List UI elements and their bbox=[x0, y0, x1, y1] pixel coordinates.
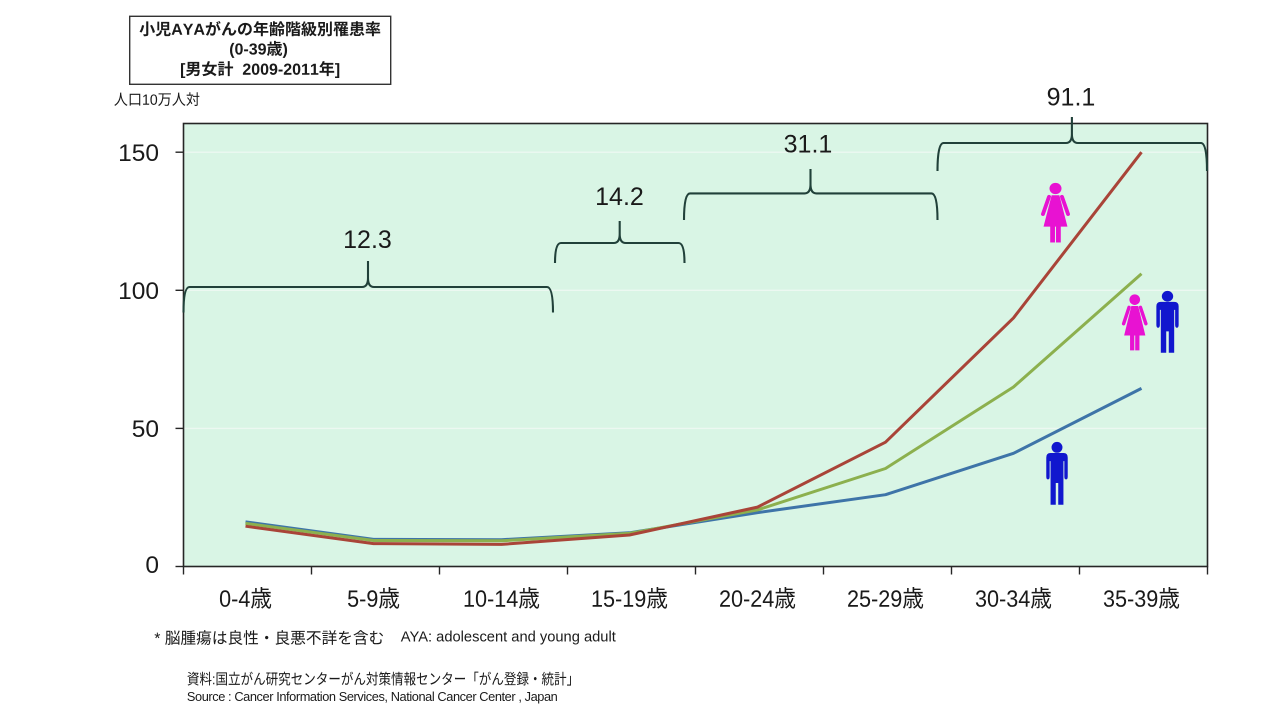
svg-text:50: 50 bbox=[132, 416, 159, 443]
svg-text:91.1: 91.1 bbox=[1047, 84, 1096, 112]
svg-text:150: 150 bbox=[118, 140, 159, 167]
svg-text:12.3: 12.3 bbox=[343, 226, 392, 254]
svg-text:AYA: adolescent and young adul: AYA: adolescent and young adult bbox=[401, 629, 616, 645]
svg-text:Source : Cancer Information S: Source : Cancer Information Services, Na… bbox=[187, 689, 558, 704]
svg-text:14.2: 14.2 bbox=[595, 183, 644, 211]
svg-text:0: 0 bbox=[145, 552, 159, 579]
svg-text:31.1: 31.1 bbox=[784, 131, 833, 159]
svg-text:100: 100 bbox=[118, 278, 159, 305]
